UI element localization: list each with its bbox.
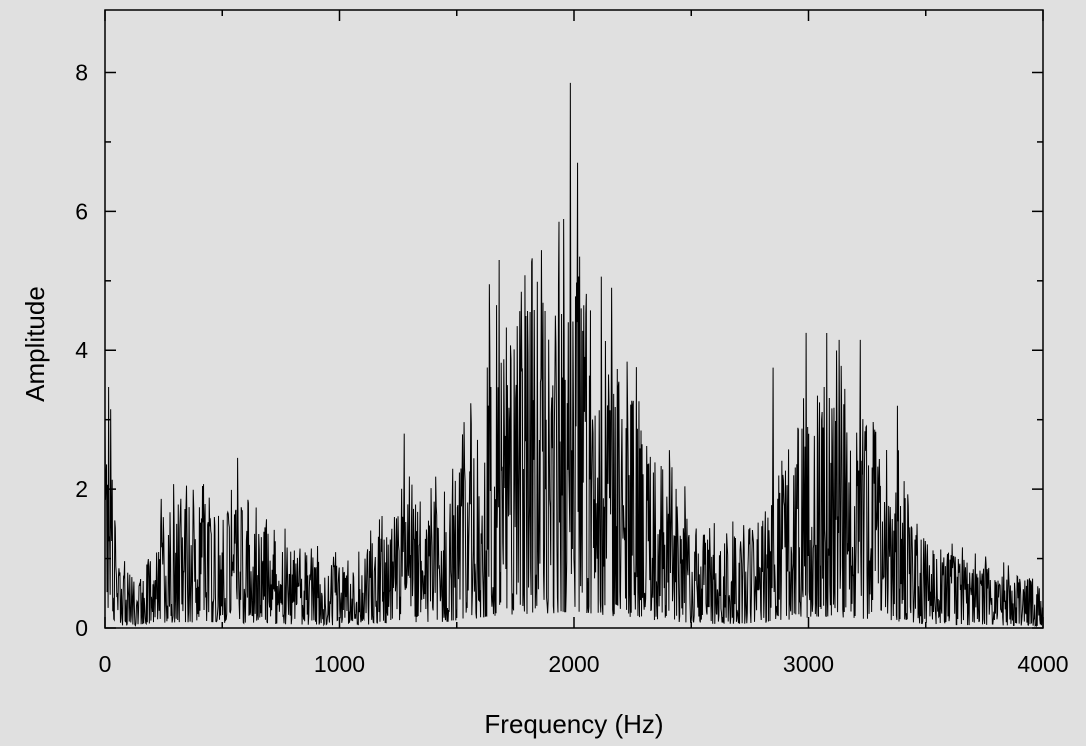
tick-labels: 0 1000 2000 3000 4000 0 2 4 6 8 (75, 59, 1068, 677)
axis-ticks (104, 10, 1044, 629)
amplitude-series-line (105, 82, 1043, 628)
x-tick-label: 1000 (314, 651, 365, 677)
y-tick-label: 4 (75, 337, 88, 363)
y-tick-label: 6 (75, 198, 88, 224)
x-tick-label: 0 (99, 651, 112, 677)
plot-area (105, 82, 1043, 628)
y-tick-label: 2 (75, 476, 88, 502)
x-tick-label: 3000 (783, 651, 834, 677)
y-axis-title: Amplitude (20, 286, 50, 402)
y-tick-label: 8 (75, 59, 88, 85)
x-tick-label: 4000 (1017, 651, 1068, 677)
x-tick-label: 2000 (548, 651, 599, 677)
x-axis-title: Frequency (Hz) (484, 709, 663, 739)
y-tick-label: 0 (75, 615, 88, 641)
